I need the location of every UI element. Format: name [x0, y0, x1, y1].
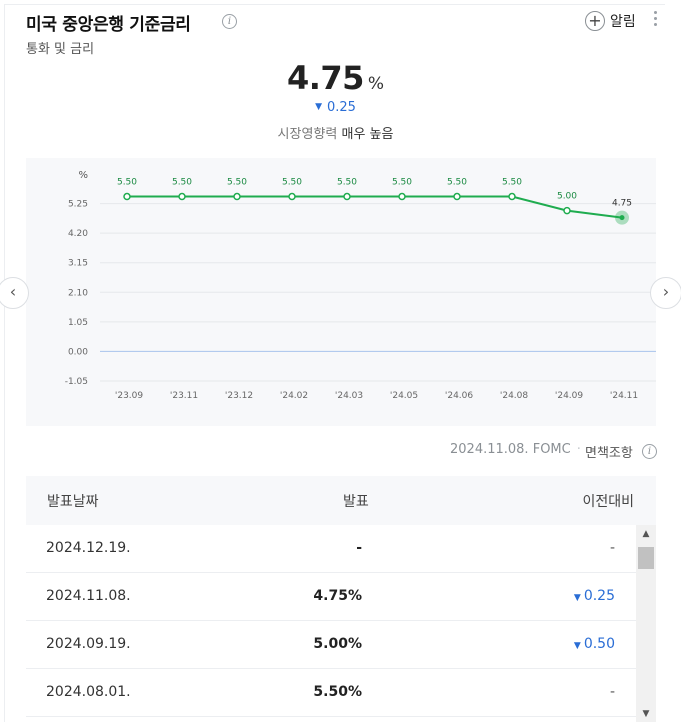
category-subtitle[interactable]: 통화 및 금리 [26, 42, 95, 57]
data-point [233, 192, 241, 201]
data-point [343, 192, 351, 201]
market-impact: 시장영향력 매우 높음 [5, 123, 665, 142]
data-label: 5.50 [282, 178, 302, 188]
data-label: 5.50 [502, 178, 522, 188]
x-tick-label: '24.05 [390, 391, 418, 401]
data-point [619, 215, 625, 221]
x-tick-label: '23.09 [115, 391, 144, 401]
down-triangle-icon: ▼ [315, 102, 322, 112]
data-label: 5.50 [172, 178, 192, 188]
x-tick-label: '24.08 [500, 391, 529, 401]
alarm-label: 알림 [610, 14, 636, 30]
row-value: 4.75% [313, 588, 362, 604]
data-point [508, 192, 516, 201]
next-arrow-button[interactable]: › [650, 277, 681, 309]
row-value: 5.00% [313, 636, 362, 652]
disclaimer-label: 면책조항 [585, 446, 633, 461]
rate-change-value: 0.25 [326, 100, 356, 115]
data-label: 5.50 [227, 178, 247, 188]
chevron-right-icon: › [662, 282, 670, 301]
table-scrollbar[interactable]: ▲ ▼ [636, 525, 656, 722]
page-title: 미국 중앙은행 기준금리 [26, 15, 191, 35]
scroll-thumb[interactable] [638, 547, 654, 569]
data-point [563, 206, 571, 215]
table-body: 2024.12.19. - - 2024.11.08. 4.75% ▼ 0.25 … [26, 525, 656, 722]
column-header-date: 발표날짜 [47, 494, 99, 510]
scroll-up-arrow-icon[interactable]: ▲ [642, 529, 650, 539]
row-change-value: 0.50 [583, 636, 615, 652]
data-label: 5.50 [337, 178, 357, 188]
table-row: 2024.11.08. 4.75% ▼ 0.25 [26, 573, 656, 621]
y-tick-label: 3.15 [68, 259, 88, 269]
x-tick-label: '23.11 [170, 391, 198, 401]
release-source: FOMC [532, 442, 571, 457]
row-date: 2024.09.19. [46, 636, 131, 652]
column-header-value: 발표 [343, 494, 369, 510]
table-row: 2024.12.19. - - [26, 525, 656, 573]
x-tick-label: '24.03 [335, 391, 363, 401]
chevron-left-icon: ‹ [9, 282, 17, 301]
more-vertical-icon[interactable] [653, 11, 659, 27]
down-triangle-icon: ▼ [573, 641, 581, 651]
y-tick-label: -1.05 [65, 377, 88, 387]
rate-chart: % 5.25 4.20 3.15 2.10 1.05 0.00 -1.05 '23.09 '23.… [26, 158, 656, 426]
alarm-button[interactable]: + 알림 [585, 10, 636, 32]
rate-card: 미국 중앙은행 기준금리 i 통화 및 금리 + 알림 4.75% ▼ 0.25 … [4, 4, 665, 722]
y-tick-label: 4.20 [68, 229, 88, 239]
disclaimer-link[interactable]: 면책조항 [585, 442, 633, 461]
x-tick-label: '24.11 [610, 391, 638, 401]
row-change: - [609, 540, 615, 556]
plus-circle-icon: + [585, 11, 605, 31]
y-tick-label: 1.05 [68, 318, 88, 328]
impact-label: 시장영향력 [277, 127, 338, 142]
line-chart: % 5.25 4.20 3.15 2.10 1.05 0.00 -1.05 '23.09 '23.… [65, 170, 656, 401]
row-change: - [609, 684, 615, 700]
disclaimer-info-icon[interactable]: i [642, 444, 657, 459]
row-change-value: 0.25 [583, 588, 615, 604]
data-label: 5.00 [557, 192, 577, 202]
x-tick-label: '24.06 [445, 391, 474, 401]
table-header: 발표날짜 발표 이전대비 [26, 476, 656, 525]
rate-change: ▼ 0.25 [5, 100, 665, 115]
y-tick-label: 0.00 [68, 347, 88, 357]
data-label: 5.50 [392, 178, 412, 188]
footer-note: 2024.11.08. FOMC · [450, 442, 587, 457]
row-change: ▼ 0.50 [574, 636, 615, 652]
data-label: 5.50 [447, 178, 467, 188]
prev-arrow-button[interactable]: ‹ [0, 277, 29, 309]
data-point [453, 192, 461, 201]
y-tick-label: 2.10 [68, 288, 88, 298]
row-value: - [356, 540, 362, 556]
data-label: 5.50 [117, 178, 137, 188]
data-point [398, 192, 406, 201]
y-axis-unit: % [78, 170, 88, 181]
row-change: ▼ 0.25 [574, 588, 615, 604]
release-date: 2024.11.08. [450, 442, 529, 457]
row-date: 2024.11.08. [46, 588, 131, 604]
data-point [123, 192, 131, 201]
data-point [178, 192, 186, 201]
row-date: 2024.08.01. [46, 684, 131, 700]
x-tick-label: '24.02 [280, 391, 308, 401]
data-point [288, 192, 296, 201]
row-date: 2024.12.19. [46, 540, 131, 556]
column-header-change: 이전대비 [582, 494, 634, 510]
table-row: 2024.09.19. 5.00% ▼ 0.50 [26, 621, 656, 669]
separator-dot: · [576, 442, 581, 457]
down-triangle-icon: ▼ [573, 593, 581, 603]
x-tick-label: '23.12 [225, 391, 253, 401]
y-tick-label: 5.25 [68, 200, 88, 210]
x-tick-label: '24.09 [555, 391, 584, 401]
info-icon[interactable]: i [222, 14, 237, 29]
rate-value: 4.75 [286, 59, 364, 97]
data-label: 4.75 [612, 199, 632, 209]
series-line [127, 195, 623, 219]
table-row: 2024.08.01. 5.50% - [26, 669, 656, 717]
scroll-down-arrow-icon[interactable]: ▼ [642, 709, 650, 719]
rate-unit: % [367, 74, 385, 94]
impact-value: 매우 높음 [341, 127, 394, 142]
current-rate: 4.75% [5, 59, 665, 97]
row-value: 5.50% [313, 684, 362, 700]
